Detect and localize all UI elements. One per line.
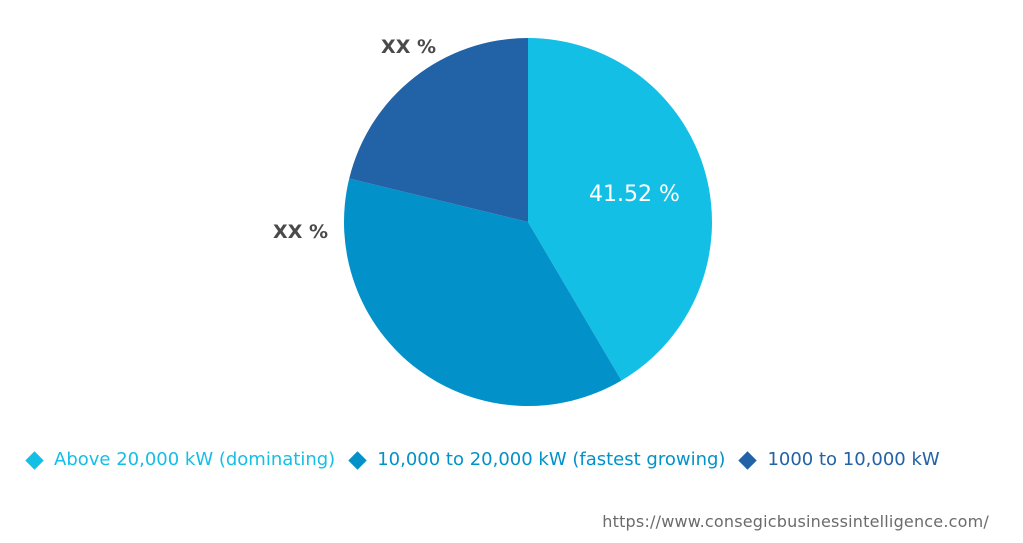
- legend-label: Above 20,000 kW (dominating): [54, 449, 336, 470]
- pie-slices: [344, 38, 712, 406]
- diamond-icon: [738, 450, 758, 470]
- pie-slice-1[interactable]: [344, 178, 622, 406]
- pie-slice-2[interactable]: [349, 38, 528, 222]
- diamond-icon: [25, 450, 44, 470]
- diamond-icon: [348, 450, 367, 470]
- slice-label-2: XX %: [381, 36, 436, 58]
- source-url[interactable]: https://www.consegicbusinessintelligence…: [602, 512, 989, 531]
- slice-label-1: XX %: [273, 221, 328, 243]
- legend-item-10000-to-20000[interactable]: 10,000 to 20,000 kW (fastest growing): [347, 446, 725, 474]
- slice-label-0: 41.52 %: [589, 182, 680, 207]
- pie-labels: 41.52 % XX % XX %: [273, 36, 680, 243]
- legend-item-1000-to-10000[interactable]: 1000 to 10,000 kW: [737, 446, 940, 474]
- legend-label: 1000 to 10,000 kW: [767, 449, 940, 470]
- pie-slice-0[interactable]: [528, 38, 712, 381]
- legend-item-above-20000[interactable]: Above 20,000 kW (dominating): [24, 446, 335, 474]
- legend-label: 10,000 to 20,000 kW (fastest growing): [377, 449, 726, 470]
- legend: Above 20,000 kW (dominating) 10,000 to 2…: [24, 446, 1009, 474]
